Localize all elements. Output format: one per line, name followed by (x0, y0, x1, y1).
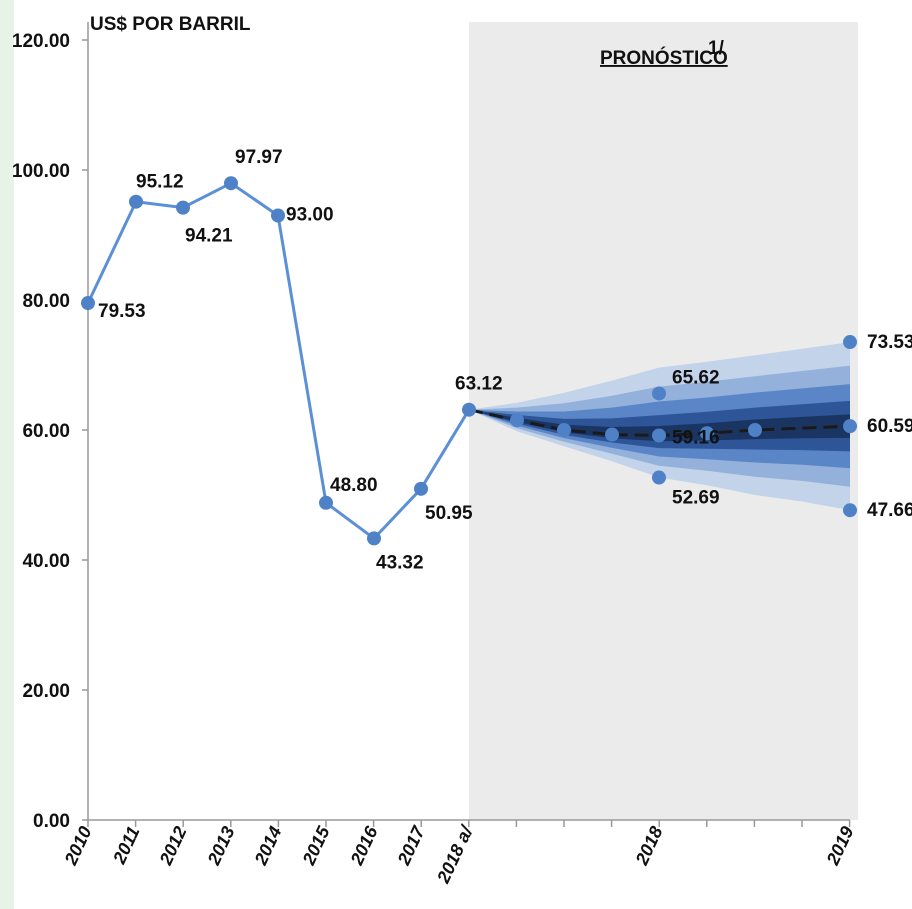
historical-data-label: 93.00 (286, 205, 334, 226)
x-tick-label: 2018 (631, 823, 666, 869)
forecast-data-label: 73.53 (867, 332, 912, 353)
y-tick-label: 60.00 (22, 421, 70, 442)
historical-data-label: 97.97 (235, 147, 283, 168)
historical-point (319, 495, 333, 510)
historical-point (414, 481, 428, 496)
forecast-marker-point (843, 419, 857, 434)
forecast-marker-point (652, 428, 666, 443)
left-edge-strip (0, 0, 14, 909)
x-tick-label: 2012 (155, 823, 190, 869)
y-tick-label: 40.00 (22, 551, 70, 572)
y-tick-label: 80.00 (22, 291, 70, 312)
historical-data-label: 95.12 (136, 172, 184, 193)
forecast-point (748, 423, 762, 437)
forecast-data-label: 47.66 (867, 500, 912, 521)
forecast-point (700, 426, 714, 441)
forecast-point (510, 413, 524, 428)
forecast-data-label: 65.62 (672, 367, 720, 388)
y-tick-label: 100.00 (12, 161, 70, 182)
x-tick-label: 2017 (393, 822, 429, 869)
x-tick-label: 2018 a/ (433, 821, 478, 887)
historical-data-label: 43.32 (376, 552, 424, 573)
x-tick-label: 2019 (822, 823, 857, 869)
y-tick-label: 120.00 (12, 31, 70, 52)
historical-data-label: 63.12 (455, 374, 503, 395)
historical-line (86, 181, 471, 541)
historical-data-label: 50.95 (425, 503, 473, 524)
historical-point (462, 402, 476, 417)
y-axis-label: US$ POR BARRIL (90, 14, 251, 35)
historical-point (271, 208, 285, 223)
forecast-data-label: 59.16 (672, 427, 720, 448)
historical-data-label: 94.21 (185, 226, 233, 247)
y-tick-label: 20.00 (22, 681, 70, 702)
forecast-data-label: 52.69 (672, 488, 720, 509)
forecast-marker-point (652, 386, 666, 401)
historical-point (81, 296, 95, 311)
forecast-data-label: 60.59 (867, 416, 912, 437)
historical-point (129, 194, 143, 209)
x-tick-label: 2015 (298, 822, 334, 869)
forecast-title: PRONÓSTICO (600, 47, 728, 69)
forecast-point (605, 427, 619, 442)
x-tick-label: 2013 (203, 823, 238, 869)
forecast-marker-point (843, 335, 857, 350)
x-tick-label: 2014 (250, 823, 285, 869)
forecast-marker-point (843, 503, 857, 518)
historical-point (176, 200, 190, 215)
x-tick-label: 2016 (346, 822, 382, 869)
historical-data-label: 48.80 (330, 475, 378, 496)
forecast-note: 1/ (708, 38, 725, 59)
x-tick-label: 2011 (109, 823, 144, 867)
y-tick-label: 0.00 (33, 811, 70, 832)
historical-data-label: 79.53 (98, 301, 146, 322)
forecast-marker-point (652, 470, 666, 485)
forecast-point (557, 423, 571, 437)
historical-point (224, 176, 238, 191)
historical-point (367, 531, 381, 546)
